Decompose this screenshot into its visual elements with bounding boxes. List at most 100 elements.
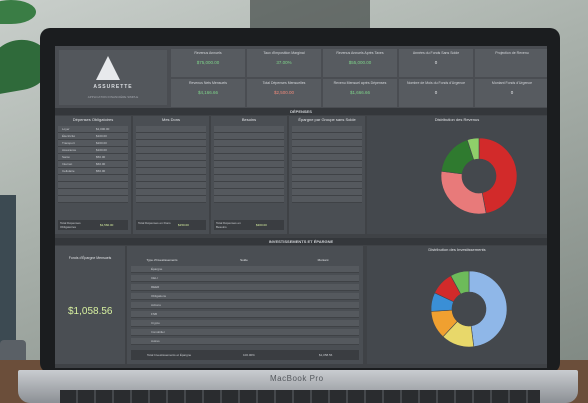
- expense-total-label: Total Dépenses en Dons: [138, 221, 171, 225]
- expense-amount: $100.00: [96, 148, 107, 152]
- kpi-label: Total Dépenses Mensuelles: [262, 81, 306, 85]
- donut-slice: [468, 270, 508, 348]
- expense-row[interactable]: [214, 161, 284, 168]
- expense-row[interactable]: [214, 133, 284, 140]
- expense-row[interactable]: Électricité $100.00: [58, 133, 128, 140]
- expense-row[interactable]: [136, 168, 206, 175]
- expense-row[interactable]: [214, 175, 284, 182]
- expense-row[interactable]: [214, 168, 284, 175]
- income-chart-title: Distribution des Revenus: [434, 117, 480, 122]
- expense-row[interactable]: [136, 147, 206, 154]
- expense-row[interactable]: [292, 189, 362, 196]
- kpi-card: Taux d'Imposition Marginal 37.00%: [247, 49, 321, 77]
- expense-row[interactable]: Assurance $100.00: [58, 147, 128, 154]
- expense-row[interactable]: [292, 168, 362, 175]
- expense-amount: $50.00: [96, 155, 106, 159]
- investment-row[interactable]: Obligations: [131, 293, 359, 300]
- donut-slice: [450, 270, 470, 295]
- expense-total-value: $1,560.00: [100, 223, 114, 227]
- investment-header: Type d'Investissements: [146, 258, 178, 262]
- expense-row[interactable]: [292, 196, 362, 203]
- plant-leaf: [0, 0, 36, 24]
- expense-name: Transport: [62, 141, 75, 145]
- investment-row[interactable]: Épargne: [131, 266, 359, 273]
- donut-slice: [440, 170, 487, 215]
- expense-row[interactable]: [292, 161, 362, 168]
- expense-row[interactable]: [136, 196, 206, 203]
- investment-row[interactable]: REER: [131, 284, 359, 291]
- kpi-value: 37.00%: [276, 60, 292, 65]
- expense-row[interactable]: [292, 126, 362, 133]
- expense-row[interactable]: [292, 154, 362, 161]
- expense-row[interactable]: [136, 133, 206, 140]
- expense-row[interactable]: [136, 161, 206, 168]
- investment-chart-title: Distribution des Investissements: [428, 247, 486, 252]
- investment-total-value: $1,058.56: [319, 353, 333, 357]
- expense-row[interactable]: [136, 126, 206, 133]
- expense-row[interactable]: [214, 154, 284, 161]
- investment-type: REER: [151, 285, 160, 289]
- expense-total-value: $150.00: [178, 223, 189, 227]
- expense-row[interactable]: [136, 182, 206, 189]
- expense-column-header: Mes Dons: [161, 117, 180, 122]
- section-expenses-title: DÉPENSES: [55, 108, 547, 115]
- expense-row[interactable]: [292, 140, 362, 147]
- expense-row[interactable]: [136, 140, 206, 147]
- investment-row[interactable]: Immobilier: [131, 329, 359, 336]
- expense-total-value: $300.00: [256, 223, 267, 227]
- expense-row[interactable]: [58, 189, 128, 196]
- expense-row[interactable]: [214, 189, 284, 196]
- expense-row[interactable]: [292, 182, 362, 189]
- expense-row[interactable]: Loyer $1,000.00: [58, 126, 128, 133]
- expense-row[interactable]: [292, 133, 362, 140]
- expense-row[interactable]: [58, 196, 128, 203]
- expense-row[interactable]: Transport $200.00: [58, 140, 128, 147]
- expense-total-label: Total Dépenses Obligatoires: [60, 221, 81, 229]
- investment-total-pct: 100.00%: [243, 353, 255, 357]
- income-donut-chart: [440, 137, 518, 215]
- expense-total-label: Total Dépenses en Besoins: [216, 221, 241, 229]
- expense-row[interactable]: Internet $60.00: [58, 161, 128, 168]
- expense-row[interactable]: [136, 154, 206, 161]
- expense-column: Besoins Total Dépenses en Besoins $300.00: [211, 116, 287, 234]
- investment-row[interactable]: Crypto: [131, 320, 359, 327]
- expense-row[interactable]: [214, 147, 284, 154]
- expense-row[interactable]: Santé $50.00: [58, 154, 128, 161]
- logo: ASSURETTE APPLICATION FINANCIÈRE SIMPLE: [59, 50, 167, 105]
- investment-distribution-panel: Distribution des Investissements: [367, 246, 547, 364]
- expense-row[interactable]: [214, 196, 284, 203]
- expense-column-header: Besoins: [241, 117, 257, 122]
- expense-amount: $1,000.00: [96, 127, 110, 131]
- investment-row[interactable]: CELI: [131, 275, 359, 282]
- expense-row[interactable]: [214, 140, 284, 147]
- kpi-label: Projection de Revenu: [495, 51, 529, 55]
- investment-donut-chart: [430, 270, 508, 348]
- expense-row[interactable]: [292, 147, 362, 154]
- kpi-card: Montant Fonds d'Urgence 0: [475, 79, 547, 107]
- investment-header: Montant: [317, 258, 329, 262]
- expense-amount: $100.00: [96, 134, 107, 138]
- investment-row[interactable]: Actions: [131, 302, 359, 309]
- expense-row[interactable]: [214, 182, 284, 189]
- expense-name: Cellulaire: [62, 169, 75, 173]
- expense-row[interactable]: [136, 189, 206, 196]
- kpi-value: $4,166.66: [197, 90, 219, 95]
- expense-row[interactable]: Cellulaire $50.00: [58, 168, 128, 175]
- laptop-brand-label: MacBook Pro: [270, 374, 324, 383]
- investment-row[interactable]: Autres: [131, 338, 359, 345]
- expense-row[interactable]: [136, 175, 206, 182]
- expense-row[interactable]: [214, 126, 284, 133]
- expense-row[interactable]: [58, 182, 128, 189]
- expense-row[interactable]: [292, 175, 362, 182]
- savings-fund-label: Fonds d'Épargne Mensuels: [68, 256, 112, 260]
- investment-type: Autres: [151, 339, 160, 343]
- expense-name: Internet: [62, 162, 73, 166]
- kpi-card: Revenus Annuels $75,000.00: [171, 49, 245, 77]
- kpi-card: Total Dépenses Mensuelles $2,500.00: [247, 79, 321, 107]
- investment-row[interactable]: FNB: [131, 311, 359, 318]
- kpi-value: $55,000.00: [348, 60, 372, 65]
- dashboard-screen: ASSURETTE APPLICATION FINANCIÈRE SIMPLE …: [55, 46, 547, 368]
- expense-row[interactable]: [58, 175, 128, 182]
- investment-type: Crypto: [151, 321, 160, 325]
- expense-amount: $60.00: [96, 162, 106, 166]
